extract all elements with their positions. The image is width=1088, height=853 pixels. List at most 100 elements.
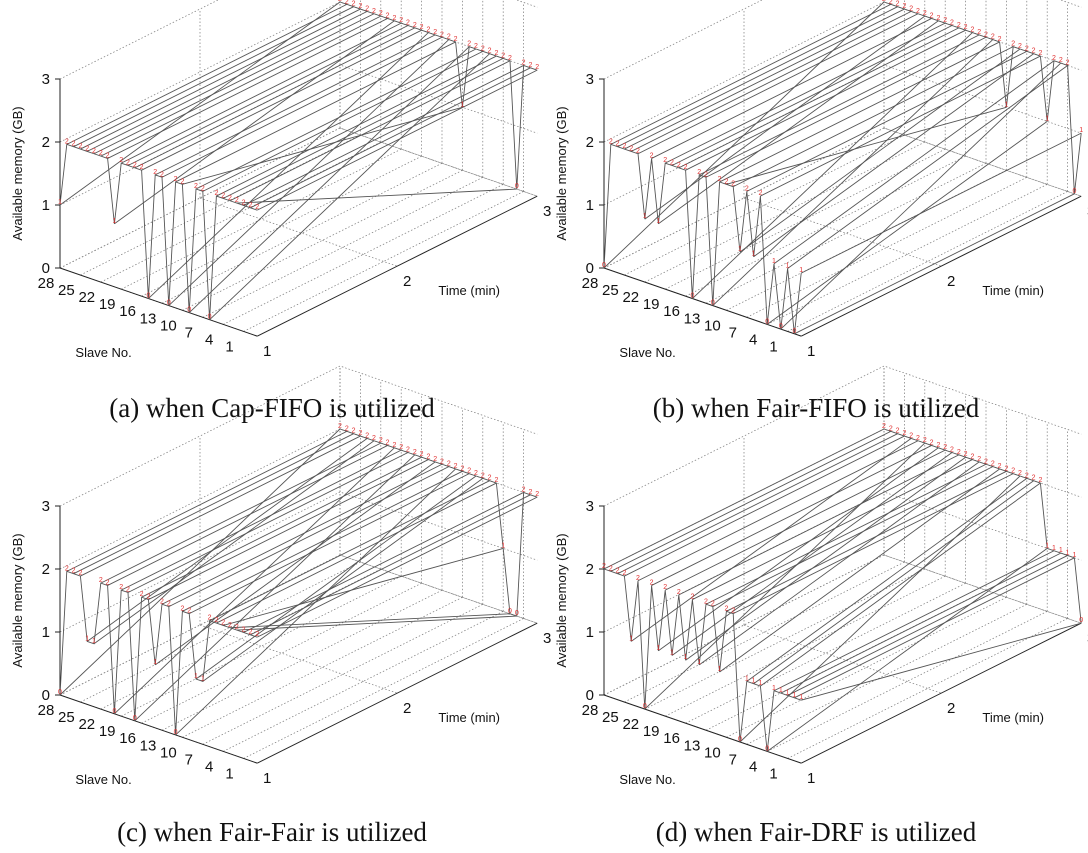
connector-line bbox=[182, 470, 463, 612]
data-point-label: 1 bbox=[1079, 127, 1083, 134]
data-point-label: 2 bbox=[663, 157, 667, 164]
grid-line bbox=[243, 618, 524, 759]
data-point-label: 0 bbox=[765, 745, 769, 752]
data-point-label: 2 bbox=[690, 594, 694, 601]
data-point-label: 2 bbox=[758, 190, 762, 197]
data-point-label: 1 bbox=[1045, 115, 1049, 122]
data-point-label: 2 bbox=[930, 12, 934, 19]
connector-line bbox=[705, 463, 987, 605]
slave-axis-label: Slave No. bbox=[619, 345, 675, 360]
time-tick-label: 1 bbox=[263, 343, 271, 360]
series-line bbox=[603, 143, 802, 334]
data-point-label: 2 bbox=[1025, 45, 1029, 52]
connector-line bbox=[222, 57, 504, 199]
data-point-label: 2 bbox=[78, 570, 82, 577]
data-point-label: 0 bbox=[508, 608, 512, 615]
data-point-label: 2 bbox=[991, 34, 995, 41]
data-point-label: 2 bbox=[406, 447, 410, 454]
series-line bbox=[883, 428, 1082, 624]
connector-line bbox=[256, 496, 538, 638]
slave-tick-label: 16 bbox=[119, 730, 136, 747]
data-point-label: 2 bbox=[957, 449, 961, 456]
time-tick-label: 2 bbox=[403, 700, 411, 717]
data-point-label: 0 bbox=[1079, 617, 1083, 624]
data-point-label: 2 bbox=[1066, 59, 1070, 66]
data-point-label: 0 bbox=[174, 729, 178, 736]
data-point-label: 2 bbox=[454, 36, 458, 43]
grid-line bbox=[59, 554, 538, 696]
data-point-label: 2 bbox=[977, 29, 981, 36]
data-point-label: 2 bbox=[936, 442, 940, 449]
data-point-label: 2 bbox=[386, 12, 390, 19]
connector-line bbox=[610, 3, 892, 145]
connector-line bbox=[66, 3, 348, 145]
z-tick-label: 1 bbox=[586, 197, 594, 214]
connector-line bbox=[664, 22, 946, 164]
connector-line bbox=[692, 32, 973, 299]
data-point-label: 2 bbox=[964, 451, 968, 458]
connector-line bbox=[739, 48, 1021, 253]
slave-tick-label: 22 bbox=[78, 716, 95, 733]
data-point-label: 2 bbox=[433, 29, 437, 36]
data-point-label: 2 bbox=[1052, 55, 1056, 62]
slave-tick-label: 10 bbox=[704, 744, 721, 761]
z-tick-label: 2 bbox=[42, 134, 50, 151]
connector-line bbox=[726, 106, 1007, 185]
data-point-label: 2 bbox=[242, 626, 246, 633]
slave-tick-label: 25 bbox=[602, 282, 619, 299]
z-tick-label: 0 bbox=[586, 687, 594, 704]
connector-line bbox=[705, 36, 987, 178]
data-point-label: 2 bbox=[345, 425, 349, 432]
grid-line bbox=[743, 624, 942, 694]
time-axis bbox=[256, 622, 538, 764]
data-point-label: 0 bbox=[779, 323, 783, 330]
data-point-label: 2 bbox=[936, 15, 940, 22]
time-tick-label: 1 bbox=[807, 343, 815, 360]
data-point-label: 2 bbox=[616, 568, 620, 575]
data-point-label: 1 bbox=[153, 659, 157, 666]
grid-line bbox=[243, 191, 524, 332]
slave-axis bbox=[603, 267, 802, 337]
data-point-label: 2 bbox=[201, 185, 205, 192]
slave-tick-label: 22 bbox=[78, 289, 95, 306]
connector-line bbox=[658, 447, 939, 652]
slave-tick-label: 16 bbox=[119, 303, 136, 320]
connector-line bbox=[209, 53, 490, 321]
slave-tick-label: 13 bbox=[684, 310, 701, 327]
connector-line bbox=[229, 60, 511, 202]
data-point-label: 2 bbox=[501, 52, 505, 59]
data-point-label: 2 bbox=[440, 458, 444, 465]
connector-line bbox=[120, 22, 402, 164]
data-point-label: 2 bbox=[609, 138, 613, 145]
grid-line bbox=[603, 365, 1082, 507]
data-point-label: 2 bbox=[167, 601, 171, 608]
connector-line bbox=[637, 13, 919, 155]
data-point-label: 2 bbox=[535, 491, 539, 498]
connector-line bbox=[216, 55, 497, 197]
connector-line bbox=[753, 53, 1034, 258]
connector-line bbox=[236, 615, 517, 631]
data-point-label: 2 bbox=[481, 472, 485, 479]
slave-tick-label: 1 bbox=[225, 765, 233, 782]
connector-line bbox=[719, 468, 1000, 673]
data-point-label: 2 bbox=[1032, 475, 1036, 482]
data-point-label: 1 bbox=[772, 685, 776, 692]
grid-line bbox=[121, 148, 402, 290]
connector-line bbox=[685, 29, 966, 171]
data-point-label: 0 bbox=[58, 689, 62, 696]
slave-tick-label: 25 bbox=[58, 282, 75, 299]
connector-line bbox=[753, 480, 1034, 685]
data-point-label: 2 bbox=[677, 589, 681, 596]
time-axis-label: Time (min) bbox=[982, 710, 1044, 725]
data-point-label: 2 bbox=[426, 454, 430, 461]
data-point-label: 1 bbox=[684, 654, 688, 661]
connector-line bbox=[127, 25, 409, 166]
data-point-label: 2 bbox=[977, 456, 981, 463]
data-point-label: 1 bbox=[194, 673, 198, 680]
connector-line bbox=[719, 41, 1000, 183]
slave-tick-label: 7 bbox=[729, 324, 737, 341]
connector-line bbox=[148, 459, 429, 600]
slave-tick-label: 4 bbox=[205, 331, 213, 348]
z-tick-label: 3 bbox=[586, 71, 594, 88]
